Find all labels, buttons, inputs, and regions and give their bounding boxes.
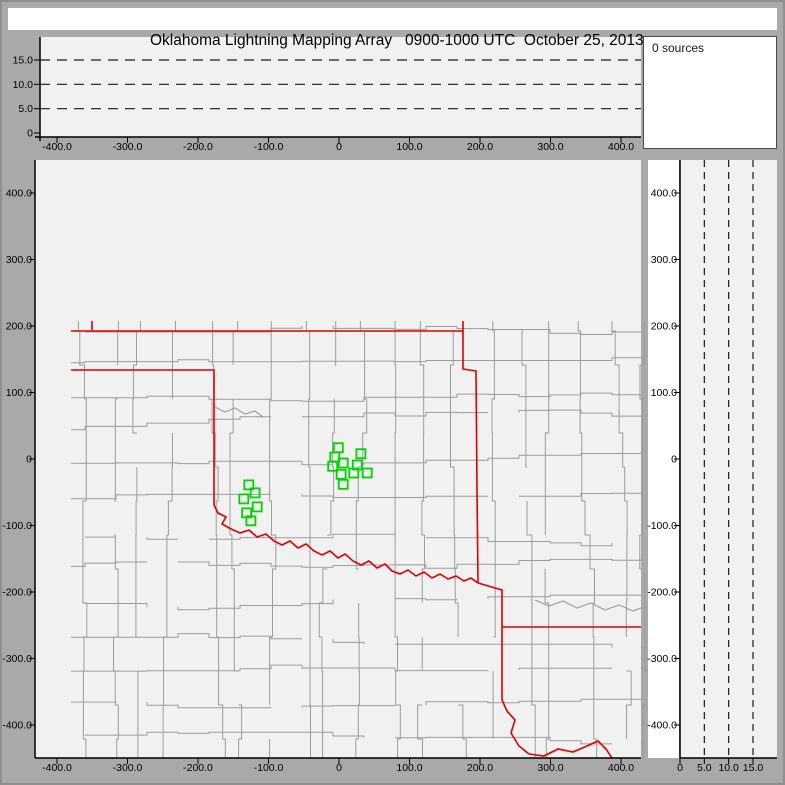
tick-label: 200.0 [6, 321, 32, 333]
tick-label: 10.0 [13, 79, 34, 91]
tick-label: 5.0 [18, 103, 33, 115]
river-lines [214, 406, 642, 612]
tick-label: 400.0 [608, 762, 634, 774]
tick-label: -300.0 [647, 653, 677, 665]
station-marker [348, 467, 360, 479]
page-title: Oklahoma Lightning Mapping Array 0900-10… [149, 32, 644, 49]
sources-count-label: 0 sources [652, 41, 705, 55]
tick-label: -200.0 [183, 141, 213, 153]
station-marker [245, 515, 257, 527]
tick-label: -200.0 [647, 587, 677, 599]
map-layers [71, 321, 647, 759]
tick-label: 15.0 [743, 762, 764, 774]
tick-label: 300.0 [537, 762, 563, 774]
tick-label: 100.0 [651, 387, 677, 399]
tick-label: 400.0 [608, 141, 634, 153]
station-marker [335, 468, 347, 480]
tick-label: 200.0 [467, 141, 493, 153]
tick-label: 300.0 [651, 254, 677, 266]
tick-label: 0 [336, 141, 342, 153]
station-marker [337, 478, 349, 490]
tick-label: -100.0 [647, 520, 677, 532]
tick-label: -200.0 [2, 587, 32, 599]
ew-altitude-gridlines [40, 59, 641, 110]
tick-label: 100.0 [6, 387, 32, 399]
tick-label: 0 [336, 762, 342, 774]
tick-label: -100.0 [254, 762, 284, 774]
tick-label: 100.0 [396, 141, 422, 153]
tick-label: 300.0 [6, 254, 32, 266]
tick-label: -400.0 [42, 762, 72, 774]
axis-ticks [29, 59, 754, 764]
tick-label: -200.0 [183, 762, 213, 774]
station-marker [243, 479, 255, 491]
ns-altitude-gridlines [703, 160, 754, 758]
tick-label: 15.0 [13, 54, 34, 66]
tick-label: -400.0 [2, 720, 32, 732]
tick-label: -400.0 [647, 720, 677, 732]
state-border-lines [71, 321, 641, 759]
station-marker [327, 460, 339, 472]
tick-label: -300.0 [2, 653, 32, 665]
tick-label: 0 [26, 454, 32, 466]
tick-label: 400.0 [6, 188, 32, 200]
axis-labels: 0 5.0 10.0 15.0 -400.0 -400.0 -400.0 -400.0 -300… [2, 54, 763, 774]
sources-count-box: 0 sources [643, 36, 777, 149]
station-marker [251, 501, 263, 513]
tick-label: -300.0 [113, 762, 143, 774]
station-marker [337, 457, 349, 469]
ns-label-gutter [648, 160, 679, 758]
tick-label: 200.0 [467, 762, 493, 774]
station-marker [238, 493, 250, 505]
title-bar: Oklahoma Lightning Mapping Array 0900-10… [8, 8, 777, 49]
tick-label: 0 [27, 128, 33, 140]
tick-label: -300.0 [113, 141, 143, 153]
tick-label: 0 [677, 762, 683, 774]
tick-label: 5.0 [697, 762, 712, 774]
tick-label: 400.0 [651, 188, 677, 200]
tick-label: -100.0 [254, 141, 284, 153]
station-marker [361, 467, 373, 479]
tick-label: 200.0 [651, 321, 677, 333]
tick-label: 100.0 [396, 762, 422, 774]
station-marker [249, 487, 261, 499]
tick-label: 10.0 [718, 762, 739, 774]
tick-label: 300.0 [537, 141, 563, 153]
tick-label: 0 [671, 454, 677, 466]
tick-label: -400.0 [42, 141, 72, 153]
altitude-ew-panel [40, 37, 641, 137]
station-marker [351, 459, 363, 471]
tick-label: -100.0 [2, 520, 32, 532]
station-marker [355, 448, 367, 460]
station-markers [238, 442, 373, 527]
